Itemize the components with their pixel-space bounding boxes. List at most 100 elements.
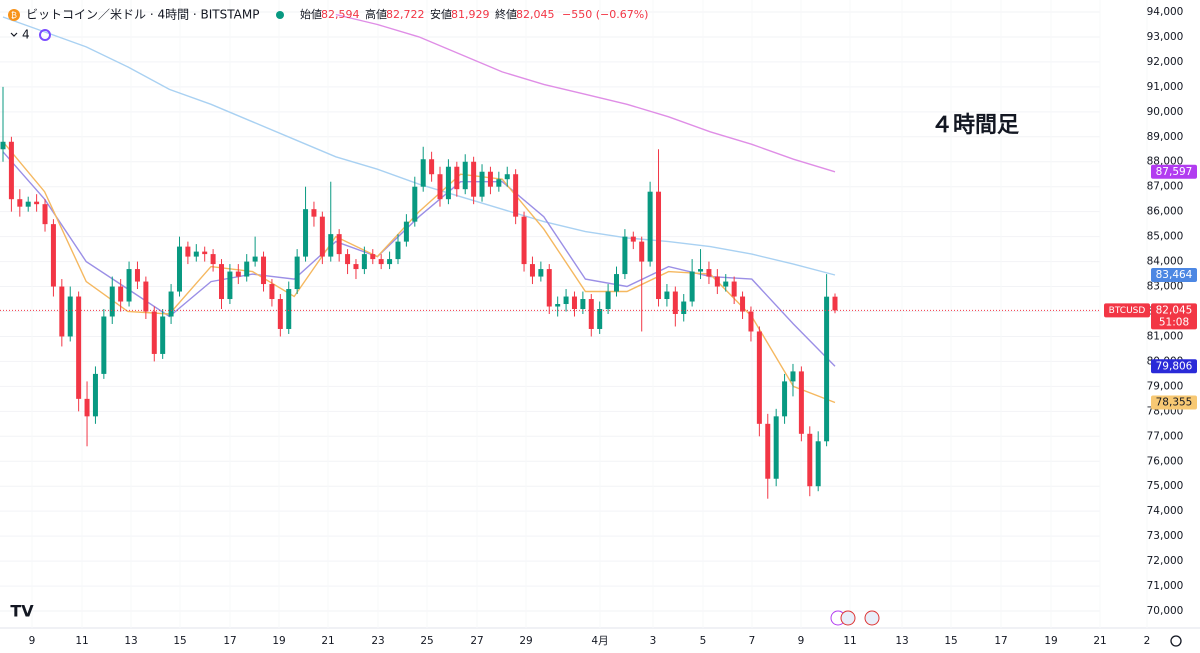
ma-label-box	[1151, 164, 1197, 179]
candle-body	[429, 159, 435, 175]
candle-body	[714, 276, 720, 287]
x-tick-label: 21	[321, 635, 334, 647]
x-tick-label: 15	[944, 635, 957, 647]
candle-body	[294, 256, 300, 290]
candle-body	[672, 291, 678, 314]
last-price-box	[1151, 303, 1197, 330]
ohlc-value: 81,929	[451, 8, 490, 21]
y-tick-label: 74,000	[1147, 505, 1184, 517]
candle-body	[176, 246, 182, 292]
coin-symbol: ₿	[11, 11, 17, 20]
y-tick-label: 91,000	[1147, 81, 1184, 93]
candle-body	[193, 251, 199, 257]
candle-body	[479, 171, 485, 197]
candle-body	[689, 271, 695, 302]
ma-label: 83,464	[1156, 269, 1193, 281]
ma-label-box	[1151, 267, 1197, 282]
candle-body	[513, 174, 519, 217]
event-icon[interactable]	[864, 610, 880, 626]
y-tick-label: 77,000	[1147, 430, 1184, 442]
ohlc-label: 高値	[365, 7, 387, 21]
ohlc-label: 安値	[430, 7, 452, 21]
candle-body	[563, 296, 569, 305]
moving-average	[2, 16, 836, 276]
x-tick-label: 19	[272, 635, 285, 647]
candle-body	[487, 171, 493, 187]
y-tick-label: 81,000	[1147, 330, 1184, 342]
candle-body	[647, 191, 653, 262]
candle-body	[387, 259, 393, 265]
x-tick-label: 3	[650, 635, 657, 647]
ohlc-value: 82,594	[321, 8, 360, 21]
candle-body	[59, 286, 65, 337]
tv-logo[interactable]: TV	[10, 602, 34, 621]
candle-body	[126, 269, 132, 302]
candle-body	[25, 201, 31, 207]
candle-body	[160, 316, 166, 354]
candle-body	[731, 281, 737, 297]
y-tick-label: 76,000	[1147, 455, 1184, 467]
x-tick-label: 7	[749, 635, 756, 647]
candle-body	[8, 141, 14, 200]
candle-body	[277, 299, 283, 329]
candle-body	[0, 141, 6, 150]
y-tick-label: 72,000	[1147, 555, 1184, 567]
candle-body	[101, 316, 107, 374]
candle-body	[445, 166, 451, 200]
candle-body	[92, 373, 98, 417]
candle-body	[605, 291, 611, 310]
candle-body	[462, 161, 468, 190]
x-tick-label: 15	[173, 635, 186, 647]
candle-body	[765, 423, 771, 479]
candle-body	[798, 371, 804, 434]
candle-body	[639, 241, 645, 262]
candle-body	[538, 269, 544, 277]
candle-body	[454, 166, 460, 190]
y-tick-label: 92,000	[1147, 56, 1184, 68]
candle-body	[235, 271, 241, 277]
countdown: 51:08	[1159, 316, 1189, 328]
collapse-chevron[interactable]	[10, 32, 18, 37]
x-tick-label: 23	[371, 635, 384, 647]
refresh-icon[interactable]	[39, 29, 51, 41]
x-tick-label: 13	[895, 635, 908, 647]
x-tick-label: 21	[1093, 635, 1106, 647]
candle-body	[168, 291, 174, 317]
y-tick-label: 71,000	[1147, 580, 1184, 592]
x-tick-label: 25	[420, 635, 433, 647]
indicator-count[interactable]: 4	[22, 28, 30, 42]
ohlc-value: 82,722	[386, 8, 425, 21]
candle-body	[303, 209, 309, 257]
y-tick-label: 73,000	[1147, 530, 1184, 542]
candle-body	[521, 216, 527, 265]
candle-body	[151, 311, 157, 354]
candle-body	[118, 286, 124, 302]
x-tick-label: 19	[1044, 635, 1057, 647]
x-tick-label: 27	[470, 635, 483, 647]
candle-body	[219, 264, 225, 300]
x-tick-label: 4月	[591, 635, 608, 647]
candle-body	[261, 256, 267, 285]
candle-body	[17, 199, 23, 207]
ma-label: 79,806	[1156, 360, 1193, 372]
event-icon[interactable]	[840, 610, 856, 626]
candle-body	[336, 234, 342, 255]
candle-body	[824, 296, 830, 442]
x-tick-label: 11	[75, 635, 88, 647]
candle-body	[84, 398, 90, 417]
x-tick-label: 5	[700, 635, 707, 647]
candle-body	[546, 269, 552, 307]
axes: 70,000 71,000 72,000 73,000 74,000 75,000 76,0…	[29, 6, 1197, 647]
y-tick-label: 70,000	[1147, 605, 1184, 617]
candle-body	[622, 236, 628, 275]
candle-body	[740, 296, 746, 312]
candle-body	[395, 241, 401, 260]
candle-body	[748, 311, 754, 332]
candle-body	[496, 179, 502, 187]
settings-icon[interactable]	[1170, 635, 1182, 647]
candle-body	[756, 331, 762, 424]
candle-body	[597, 309, 603, 329]
x-tick-label: 13	[124, 635, 137, 647]
y-tick-label: 86,000	[1147, 206, 1184, 218]
